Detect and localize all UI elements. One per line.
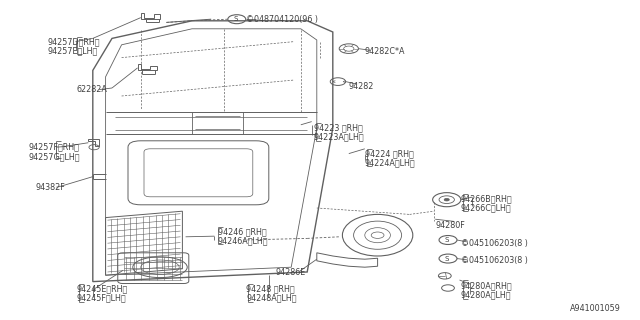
Text: 94257E〈LH〉: 94257E〈LH〉 <box>48 47 99 56</box>
Text: ©045106203(8 ): ©045106203(8 ) <box>461 256 527 265</box>
Text: 94382F: 94382F <box>35 183 65 192</box>
Text: 94280F: 94280F <box>435 221 465 230</box>
Circle shape <box>444 198 449 201</box>
Text: 94266C〈LH〉: 94266C〈LH〉 <box>461 203 511 212</box>
Text: 94224 〈RH〉: 94224 〈RH〉 <box>365 149 413 158</box>
Text: 94286E: 94286E <box>275 268 305 277</box>
Text: 94257D〈RH〉: 94257D〈RH〉 <box>48 37 100 46</box>
Text: ©048704120(96 ): ©048704120(96 ) <box>246 15 319 24</box>
Text: 94224A〈LH〉: 94224A〈LH〉 <box>365 158 415 167</box>
Text: 94280A〈LH〉: 94280A〈LH〉 <box>461 290 511 299</box>
Text: S: S <box>234 16 237 22</box>
Text: 62282A: 62282A <box>77 85 108 94</box>
Text: 94248 〈RH〉: 94248 〈RH〉 <box>246 284 295 293</box>
Text: 94257G〈LH〉: 94257G〈LH〉 <box>29 152 80 161</box>
Text: A941001059: A941001059 <box>570 304 621 313</box>
Text: ©045106203(8 ): ©045106203(8 ) <box>461 239 527 248</box>
Text: 94246 〈RH〉: 94246 〈RH〉 <box>218 228 266 236</box>
Text: 94248A〈LH〉: 94248A〈LH〉 <box>246 293 297 302</box>
Text: 94223 〈RH〉: 94223 〈RH〉 <box>314 124 362 132</box>
Text: 94246A〈LH〉: 94246A〈LH〉 <box>218 236 268 245</box>
Text: 94282C*A: 94282C*A <box>365 47 405 56</box>
Text: 94257F〈RH〉: 94257F〈RH〉 <box>29 143 79 152</box>
Text: 94280A〈RH〉: 94280A〈RH〉 <box>461 281 513 290</box>
Text: 94245E〈RH〉: 94245E〈RH〉 <box>77 284 128 293</box>
Text: S: S <box>445 256 449 261</box>
Text: 94266B〈RH〉: 94266B〈RH〉 <box>461 194 513 203</box>
Text: 94282: 94282 <box>349 82 374 91</box>
Text: S: S <box>445 237 449 243</box>
Text: 94223A〈LH〉: 94223A〈LH〉 <box>314 132 364 141</box>
Text: 94245F〈LH〉: 94245F〈LH〉 <box>77 293 127 302</box>
